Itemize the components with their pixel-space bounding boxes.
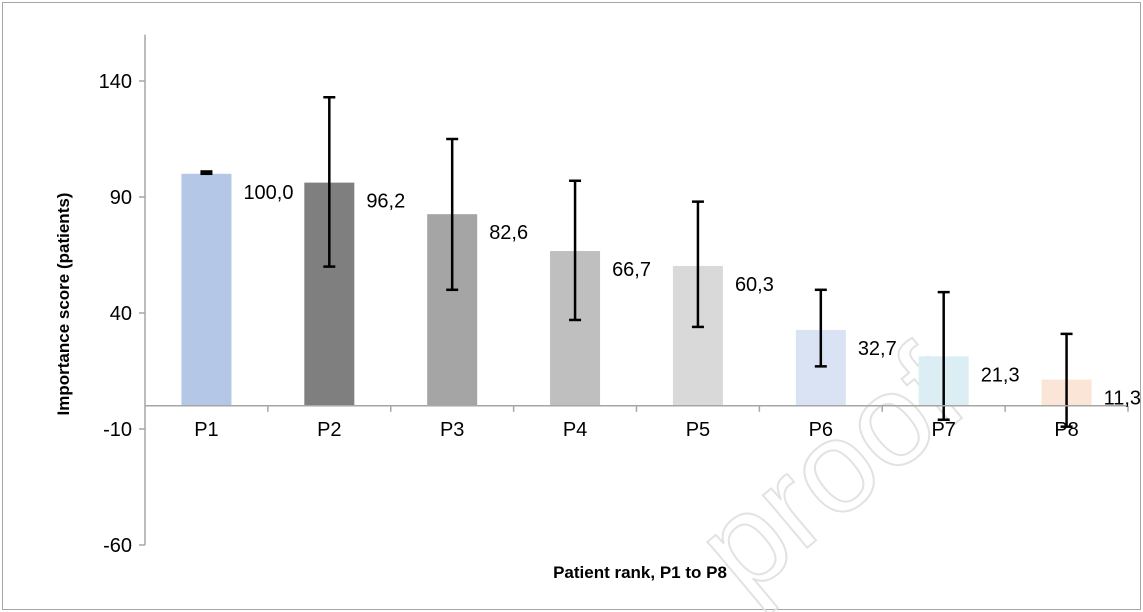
data-label-p8: 11,3 — [1104, 388, 1141, 410]
error-bars-layer — [200, 95, 1073, 428]
x-tick-label-p3: P3 — [440, 419, 464, 441]
x-tick-label-p8: P8 — [1054, 419, 1078, 441]
y-tick-label: 40 — [110, 303, 132, 325]
x-tick-label-p6: P6 — [809, 419, 833, 441]
y-ticks-layer: 140 90 40 -10 -60 — [99, 71, 145, 557]
x-tick-label-p4: P4 — [563, 419, 587, 441]
x-tick-label-p1: P1 — [194, 419, 218, 441]
x-tick-label-p2: P2 — [317, 419, 341, 441]
data-label-p5: 60,3 — [735, 274, 774, 296]
y-axis-title: Importance score (patients) — [54, 193, 73, 416]
x-tick-label-p7: P7 — [931, 419, 955, 441]
data-label-p7: 21,3 — [981, 364, 1020, 386]
data-label-p1: 100,0 — [243, 182, 293, 204]
y-tick-label: -10 — [103, 419, 132, 441]
data-labels-layer: 100,0 96,2 82,6 66,7 60,3 32,7 21,3 11,3 — [243, 182, 1141, 410]
x-tick-label-p5: P5 — [686, 419, 710, 441]
data-label-p3: 82,6 — [489, 222, 528, 244]
data-label-p6: 32,7 — [858, 338, 897, 360]
x-axis-title: Patient rank, P1 to P8 — [553, 563, 727, 582]
y-tick-label: -60 — [103, 535, 132, 557]
y-tick-label: 90 — [110, 187, 132, 209]
bar-p1 — [181, 173, 232, 406]
y-tick-label: 140 — [99, 71, 132, 93]
data-label-p4: 66,7 — [612, 259, 651, 281]
bars-layer — [181, 173, 1092, 406]
x-ticks-layer: P1 P2 P3 P4 P5 P6 P7 P8 — [194, 405, 1129, 441]
data-label-p2: 96,2 — [366, 191, 405, 213]
